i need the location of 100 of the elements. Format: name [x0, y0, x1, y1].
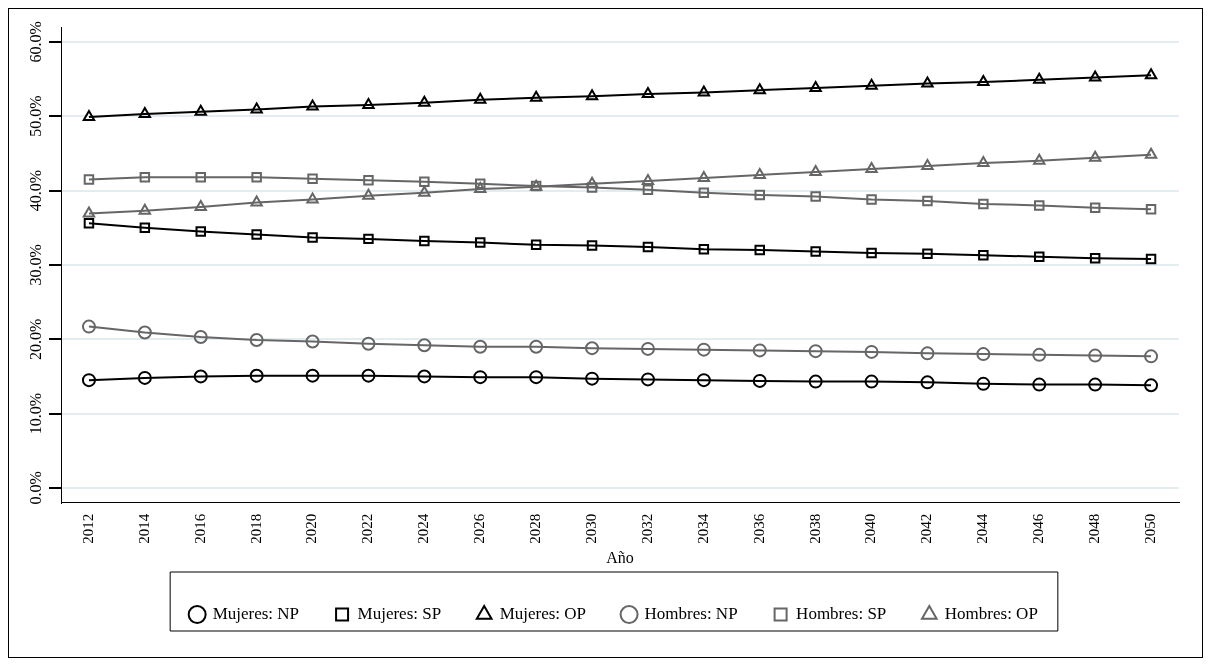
y-tick-label: 10.0%: [27, 392, 45, 435]
point: [922, 195, 933, 207]
x-tick-label: 2012: [79, 513, 96, 544]
legend-label: Mujeres: SP: [357, 603, 442, 623]
point: [921, 76, 934, 88]
point: [808, 344, 823, 359]
point: [306, 192, 319, 204]
point: [305, 334, 320, 349]
point: [418, 185, 431, 197]
point: [83, 174, 95, 185]
point: [977, 75, 990, 87]
point: [361, 336, 376, 351]
legend-label: Hombres: NP: [644, 603, 738, 623]
y-tick-label: 40.0%: [27, 169, 45, 212]
point: [809, 164, 822, 176]
point: [361, 368, 376, 383]
point: [866, 194, 877, 205]
point: [642, 241, 654, 253]
point: [418, 95, 431, 107]
point: [251, 171, 262, 183]
point: [475, 237, 486, 248]
point: [585, 341, 600, 356]
point: [83, 218, 95, 229]
x-tick-label: 2030: [582, 513, 599, 544]
x-tick-label: 2048: [1086, 513, 1103, 544]
point: [195, 226, 206, 237]
y-tick-label: 20.0%: [27, 318, 45, 360]
point: [81, 319, 96, 334]
point: [1144, 378, 1159, 393]
point: [529, 370, 544, 385]
point: [363, 233, 374, 245]
point: [810, 191, 821, 202]
point: [193, 369, 208, 384]
point: [473, 339, 488, 354]
x-tick-label: 2032: [638, 513, 655, 544]
point: [194, 104, 207, 116]
point: [419, 176, 430, 187]
point: [641, 173, 655, 185]
point: [1088, 348, 1103, 363]
point: [1088, 70, 1102, 82]
point: [640, 341, 655, 356]
y-tick-label: 50.0%: [27, 95, 45, 137]
point: [138, 106, 152, 118]
point: [417, 338, 432, 353]
point: [474, 182, 487, 194]
point: [809, 80, 822, 92]
point: [1088, 150, 1102, 162]
point: [305, 368, 320, 383]
point: [642, 184, 654, 196]
x-tick-label: 2016: [191, 513, 208, 544]
x-axis-title: Año: [606, 548, 634, 566]
point: [754, 244, 765, 256]
x-tick-label: 2020: [303, 513, 320, 544]
legend-label: Hombres: OP: [944, 603, 1038, 623]
point: [1145, 253, 1157, 265]
y-tick-label: 0.0%: [27, 471, 45, 505]
point: [920, 375, 935, 390]
x-tick-label: 2034: [694, 513, 711, 544]
point: [137, 325, 152, 340]
legend-label: Hombres: SP: [796, 603, 887, 623]
point: [753, 167, 766, 179]
point: [586, 182, 598, 193]
point: [251, 229, 262, 240]
legend-label: Mujeres: OP: [499, 603, 587, 623]
x-tick-label: 2038: [806, 513, 823, 544]
point: [1034, 200, 1045, 211]
point: [1032, 377, 1047, 392]
point: [1032, 347, 1047, 362]
x-tick-label: 2018: [247, 513, 264, 544]
point: [1088, 377, 1103, 392]
point: [586, 240, 598, 251]
point: [307, 173, 318, 184]
point: [362, 188, 375, 200]
x-tick-label: 2044: [974, 513, 991, 544]
point: [307, 232, 318, 243]
point: [419, 235, 430, 247]
point: [1144, 68, 1158, 80]
point: [977, 156, 990, 168]
point: [193, 330, 208, 345]
point: [696, 342, 711, 357]
point: [698, 187, 710, 199]
point: [976, 376, 991, 391]
x-tick-label: 2024: [415, 513, 432, 544]
point: [810, 246, 821, 257]
point: [250, 195, 263, 207]
point: [978, 249, 989, 261]
point: [529, 339, 544, 354]
point: [753, 83, 766, 95]
point: [306, 99, 319, 111]
x-tick-label: 2046: [1030, 513, 1047, 544]
point: [585, 371, 600, 386]
point: [82, 109, 96, 121]
point: [195, 171, 206, 183]
point: [137, 370, 152, 385]
point: [921, 159, 934, 171]
point: [641, 86, 655, 98]
point: [754, 189, 765, 201]
point: [81, 373, 96, 388]
point: [865, 78, 878, 90]
point: [362, 98, 375, 110]
